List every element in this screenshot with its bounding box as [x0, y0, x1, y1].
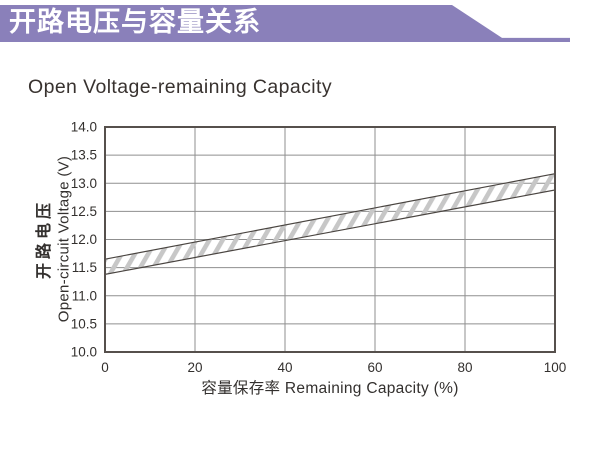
y-tick-label: 10.0 [71, 345, 97, 360]
y-tick-label: 10.5 [71, 316, 97, 331]
y-tick-label: 11.5 [72, 260, 97, 275]
y-tick-label: 11.0 [72, 288, 97, 303]
chart-title: Open Voltage-remaining Capacity [28, 76, 332, 98]
x-tick-label: 100 [544, 360, 567, 375]
y-axis-label-cjk: 开路电压 [36, 198, 53, 280]
y-tick-label: 13.0 [71, 176, 97, 191]
plot-frame [104, 126, 556, 353]
x-tick-label: 80 [457, 360, 472, 375]
y-tick-label: 13.5 [71, 148, 97, 163]
x-tick-label: 40 [277, 360, 292, 375]
x-tick-label: 60 [367, 360, 382, 375]
y-tick-label: 12.5 [71, 204, 97, 219]
y-tick-label: 14.0 [71, 120, 97, 135]
x-tick-label: 20 [187, 360, 202, 375]
y-tick-label: 12.0 [71, 232, 97, 247]
y-axis-label-en: Open-circuit Voltage (V) [55, 155, 73, 323]
voltage-band [104, 172, 556, 276]
x-axis-label: 容量保存率 Remaining Capacity (%) [201, 380, 459, 397]
x-tick-label: 0 [101, 360, 109, 375]
header-title: 开路电压与容量关系 [9, 6, 261, 37]
